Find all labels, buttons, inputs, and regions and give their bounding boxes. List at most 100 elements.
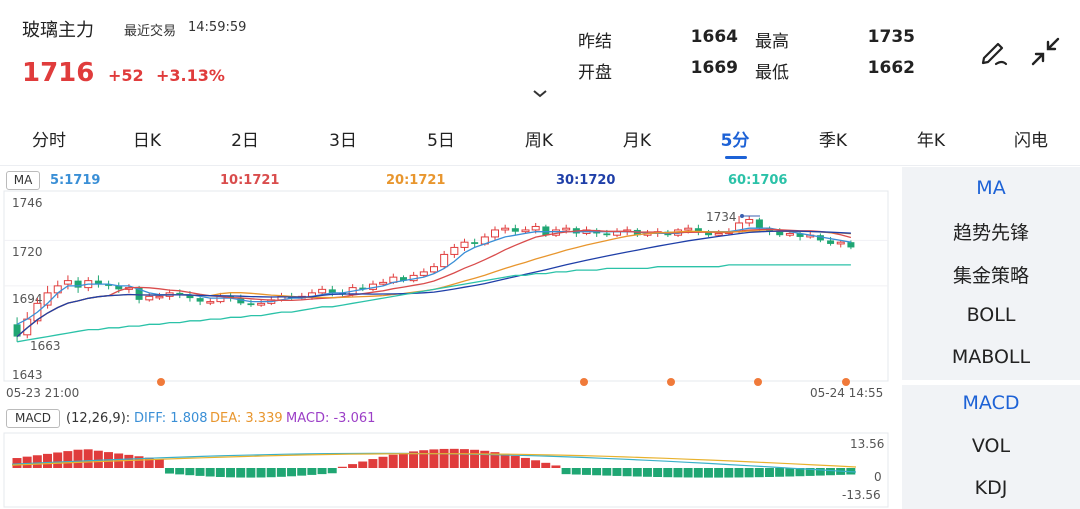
macd-bar bbox=[43, 453, 52, 468]
ma-value-0: 5:1719 bbox=[50, 173, 101, 188]
panel-item-4[interactable]: MABOLL bbox=[951, 346, 1031, 368]
tab-2[interactable]: 2日 bbox=[231, 131, 259, 151]
macd-bar bbox=[775, 468, 785, 477]
price-axis-bottom: 1643 bbox=[12, 368, 43, 382]
macd-bar bbox=[470, 449, 480, 468]
macd-indicator-badge[interactable]: MACD bbox=[6, 409, 60, 428]
macd-bar bbox=[663, 468, 673, 478]
ma-value-2: 20:1721 bbox=[386, 173, 446, 188]
high-value: 1735 bbox=[867, 27, 915, 47]
indicator-panel bbox=[902, 167, 1080, 509]
panel-item-3[interactable]: BOLL bbox=[966, 304, 1016, 326]
event-dot bbox=[667, 378, 675, 386]
candle-body bbox=[359, 287, 367, 290]
prev-settle-value: 1664 bbox=[690, 27, 738, 47]
macd-bar bbox=[83, 449, 93, 468]
ma20-line bbox=[16, 230, 851, 338]
price-axis-mid: 1720 bbox=[12, 245, 43, 259]
panel-item2-2[interactable]: KDJ bbox=[974, 477, 1008, 499]
panel-item-2[interactable]: 集金策略 bbox=[952, 265, 1029, 287]
candle-body bbox=[430, 266, 438, 273]
draw-pen-icon[interactable] bbox=[976, 34, 1012, 70]
macd-bar bbox=[307, 468, 317, 475]
ma-value-3: 30:1720 bbox=[556, 173, 616, 188]
macd-bar bbox=[276, 468, 286, 477]
candle-body bbox=[237, 298, 245, 304]
high-marker-dot bbox=[740, 213, 744, 218]
macd-bar bbox=[693, 468, 703, 478]
tab-5[interactable]: 周K bbox=[524, 131, 554, 151]
macd-bar bbox=[480, 450, 490, 468]
panel-item-0[interactable]: MA bbox=[976, 177, 1006, 199]
tab-1[interactable]: 日K bbox=[132, 131, 162, 151]
candle-body bbox=[399, 277, 407, 281]
macd-bar bbox=[500, 453, 510, 468]
macd-bar bbox=[734, 468, 744, 478]
candle-body bbox=[796, 233, 804, 237]
tab-8[interactable]: 季K bbox=[818, 131, 848, 151]
macd-bar bbox=[683, 468, 693, 478]
low-value: 1662 bbox=[867, 58, 915, 78]
macd-bar bbox=[134, 456, 144, 468]
candle-body bbox=[785, 232, 794, 236]
candle-body bbox=[766, 228, 774, 232]
macd-axis-bottom: -13.56 bbox=[842, 488, 881, 502]
ma-indicator-badge[interactable]: MA bbox=[6, 171, 40, 190]
macd-chart[interactable] bbox=[0, 430, 900, 509]
macd-bar bbox=[703, 468, 713, 478]
event-dot bbox=[754, 378, 762, 386]
ma5-line bbox=[16, 227, 852, 325]
macd-bar bbox=[327, 468, 337, 474]
macd-bar bbox=[612, 468, 622, 476]
candle-body bbox=[176, 292, 184, 295]
tab-6[interactable]: 月K bbox=[622, 131, 652, 151]
candle-body bbox=[63, 280, 72, 285]
low-annotation: 1663 bbox=[30, 339, 61, 353]
macd-bar bbox=[73, 449, 83, 468]
macd-bar bbox=[459, 449, 469, 468]
macd-bar bbox=[287, 468, 297, 477]
high-annotation: 1734 bbox=[706, 210, 737, 224]
macd-bar bbox=[195, 468, 205, 476]
tab-0[interactable]: 分时 bbox=[32, 131, 66, 151]
tab-4[interactable]: 5日 bbox=[427, 131, 455, 151]
candle-body bbox=[419, 271, 428, 276]
macd-bar bbox=[673, 468, 683, 478]
macd-bar bbox=[266, 468, 276, 478]
collapse-icon[interactable] bbox=[1028, 34, 1064, 70]
candle-body bbox=[440, 253, 449, 268]
tab-9[interactable]: 年K bbox=[916, 131, 946, 151]
macd-bar bbox=[378, 456, 388, 468]
panel-item-1[interactable]: 趋势先锋 bbox=[952, 222, 1029, 244]
macd-bar bbox=[144, 457, 154, 468]
macd-bar bbox=[124, 454, 134, 468]
ma10-line bbox=[16, 228, 852, 338]
candle-body bbox=[460, 241, 469, 248]
tab-3[interactable]: 3日 bbox=[329, 131, 357, 151]
panel-item2-1[interactable]: VOL bbox=[971, 435, 1011, 457]
macd-bar bbox=[154, 459, 164, 468]
candle-body bbox=[511, 228, 519, 232]
macd-bar bbox=[561, 468, 571, 475]
macd-bar bbox=[226, 468, 236, 478]
candle-body bbox=[491, 229, 500, 238]
macd-bar bbox=[825, 468, 835, 476]
macd-bar bbox=[571, 468, 581, 475]
tab-7[interactable]: 5分 bbox=[720, 131, 750, 151]
panel-item2-0[interactable]: MACD bbox=[962, 392, 1020, 414]
macd-dea: DEA: 3.339 bbox=[210, 411, 283, 426]
macd-bar bbox=[622, 468, 632, 477]
macd-bar bbox=[520, 457, 530, 468]
price-change-pct: +3.13% bbox=[156, 66, 225, 85]
tab-10[interactable]: 闪电 bbox=[1014, 131, 1048, 151]
candle-body bbox=[318, 288, 327, 294]
macd-bar bbox=[531, 460, 541, 468]
ma30-line bbox=[16, 230, 851, 338]
candlestick-chart[interactable] bbox=[0, 190, 900, 390]
chevron-down-icon[interactable] bbox=[530, 86, 550, 100]
candle-body bbox=[247, 303, 255, 306]
price-axis-top: 1746 bbox=[12, 196, 43, 210]
candle-body bbox=[115, 285, 123, 290]
ma-value-1: 10:1721 bbox=[220, 173, 280, 188]
event-dot bbox=[842, 378, 850, 386]
